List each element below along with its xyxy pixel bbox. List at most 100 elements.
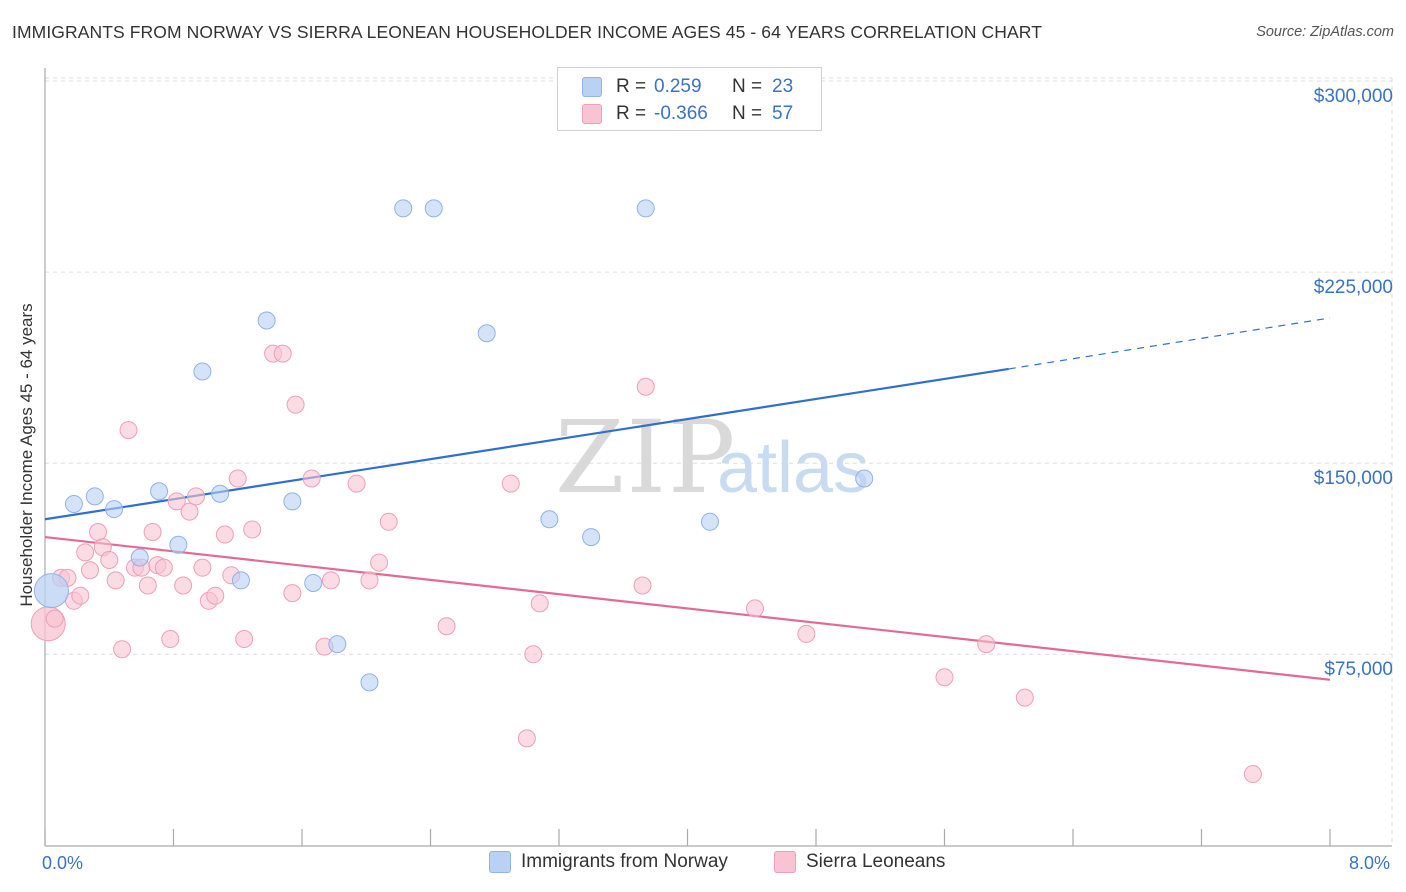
r-value: -0.366 xyxy=(654,103,708,124)
norway-data-point xyxy=(582,528,601,547)
sierra-data-point xyxy=(286,395,305,414)
norway-data-point xyxy=(636,199,655,218)
sierra-data-point xyxy=(193,558,212,577)
norway-data-point xyxy=(855,469,874,488)
norway-data-point xyxy=(540,510,559,529)
sierra-leoneans-points xyxy=(30,344,1262,784)
sierra-data-point xyxy=(76,543,95,562)
sierra-data-point xyxy=(501,474,520,493)
source-label: Source: ZipAtlas.com xyxy=(1256,24,1394,40)
axes xyxy=(44,68,1392,847)
sierra-data-point xyxy=(935,668,954,687)
sierra-data-point xyxy=(174,576,193,595)
norway-swatch xyxy=(582,77,602,97)
sierra-data-point xyxy=(633,576,652,595)
sierra-data-point xyxy=(437,617,456,636)
watermark-zip: ZIP xyxy=(555,399,737,516)
norway-data-point xyxy=(105,500,124,519)
legend-row-sierra: R = -0.366 N = 57 xyxy=(558,101,793,127)
norway-data-point xyxy=(33,573,69,609)
norway-data-point xyxy=(130,548,149,567)
legend-item-norway: Immigrants from Norway xyxy=(489,851,728,873)
x-tick-label-min: 0.0% xyxy=(42,853,84,873)
r-label: R = xyxy=(616,76,647,97)
sierra-swatch xyxy=(582,104,602,124)
sierra-data-point xyxy=(636,377,655,396)
sierra-data-point xyxy=(45,609,64,628)
norway-legend-swatch xyxy=(489,851,511,873)
sierra-data-point xyxy=(138,576,157,595)
y-axis-title: Householder Income Ages 45 - 64 years xyxy=(17,303,36,607)
sierra-data-point xyxy=(530,594,549,613)
sierra-data-point xyxy=(1015,688,1034,707)
norway-data-point xyxy=(700,512,719,531)
norway-data-point xyxy=(328,635,347,654)
correlation-legend: R = 0.259 N = 23 R = -0.366 N = 57 xyxy=(557,67,822,131)
r-label: R = xyxy=(616,103,647,124)
sierra-data-point xyxy=(235,630,254,649)
norway-data-point xyxy=(424,199,443,218)
norway-data-point xyxy=(257,311,276,330)
sierra-data-point xyxy=(302,469,321,488)
n-label: N = xyxy=(732,103,763,124)
norway-data-point xyxy=(64,494,83,513)
legend-label: Sierra Leoneans xyxy=(806,851,946,872)
watermark-atlas: atlas xyxy=(717,428,869,508)
norway-data-point xyxy=(150,482,169,501)
sierra-data-point xyxy=(206,586,225,605)
sierra-trend-line xyxy=(44,535,1331,681)
norway-data-point xyxy=(85,487,104,506)
norway-data-point xyxy=(360,673,379,692)
y-tick-label: $150,000 xyxy=(1313,468,1393,489)
sierra-data-point xyxy=(119,421,138,440)
trend-lines xyxy=(44,317,1331,681)
sierra-data-point xyxy=(517,729,536,748)
sierra-legend-swatch xyxy=(774,851,796,873)
sierra-data-point xyxy=(106,571,125,590)
norway-points xyxy=(33,199,874,692)
sierra-data-point xyxy=(186,487,205,506)
sierra-data-point xyxy=(215,525,234,544)
sierra-data-point xyxy=(167,492,186,511)
sierra-data-point xyxy=(977,635,996,654)
sierra-data-point xyxy=(228,469,247,488)
sierra-data-point xyxy=(71,586,90,605)
y-tick-label: $75,000 xyxy=(1324,659,1393,680)
sierra-data-point xyxy=(161,630,180,649)
sierra-data-point xyxy=(100,551,119,570)
sierra-data-point xyxy=(745,599,764,618)
sierra-data-point xyxy=(1243,765,1262,784)
sierra-data-point xyxy=(370,553,389,572)
sierra-data-point xyxy=(360,571,379,590)
norway-data-point xyxy=(169,535,188,554)
x-tick-label-max: 8.0% xyxy=(1349,853,1391,873)
norway-data-point xyxy=(477,324,496,343)
sierra-data-point xyxy=(113,640,132,659)
legend-item-sierra: Sierra Leoneans xyxy=(774,851,945,873)
n-label: N = xyxy=(732,76,763,97)
y-tick-label: $225,000 xyxy=(1313,277,1393,298)
norway-data-point xyxy=(283,492,302,511)
norway-data-point xyxy=(304,573,323,592)
sierra-data-point xyxy=(283,584,302,603)
sierra-data-point xyxy=(180,502,199,521)
norway-data-point xyxy=(211,484,230,503)
sierra-data-point xyxy=(243,520,262,539)
sierra-data-point xyxy=(154,558,173,577)
sierra-data-point xyxy=(321,571,340,590)
sierra-data-point xyxy=(273,344,292,363)
sierra-data-point xyxy=(89,522,108,541)
y-tick-label: $300,000 xyxy=(1313,86,1393,107)
n-value: 23 xyxy=(772,76,794,97)
norway-data-point xyxy=(394,199,413,218)
sierra-data-point xyxy=(347,474,366,493)
norway-trend-line xyxy=(44,367,1009,521)
chart-title: IMMIGRANTS FROM NORWAY VS SIERRA LEONEAN… xyxy=(12,22,1042,42)
sierra-data-point xyxy=(797,624,816,643)
norway-trend-extension xyxy=(1008,317,1331,370)
legend-label: Immigrants from Norway xyxy=(521,851,728,872)
sierra-data-point xyxy=(143,522,162,541)
sierra-data-point xyxy=(80,561,99,580)
